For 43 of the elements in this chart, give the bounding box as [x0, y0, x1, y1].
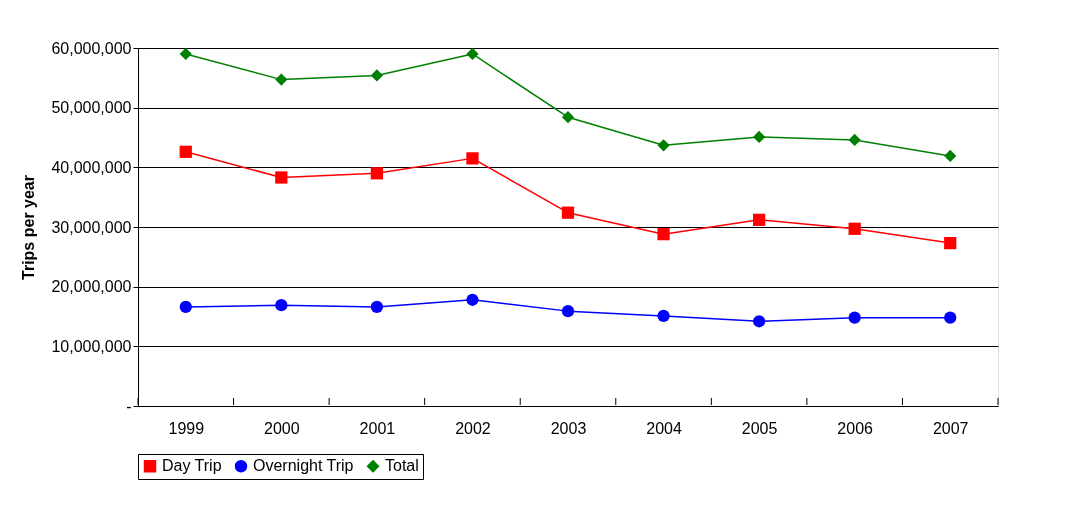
point — [370, 167, 384, 180]
x-tick-label: 2006 — [837, 419, 874, 437]
point — [944, 236, 957, 250]
point — [179, 145, 192, 158]
legend-label: Total — [385, 457, 419, 475]
point — [561, 206, 575, 219]
point — [752, 130, 766, 144]
point — [752, 213, 766, 226]
point — [370, 300, 384, 314]
x-tick-label: 2001 — [359, 419, 396, 437]
y-tick-label: 10,000,000 — [51, 337, 132, 355]
legend-label: Day Trip — [162, 457, 222, 475]
point — [848, 133, 861, 147]
point — [848, 222, 861, 235]
x-tick-label: 2000 — [264, 419, 300, 437]
x-tick-label: 1999 — [168, 419, 205, 437]
point — [657, 228, 670, 241]
point — [179, 300, 192, 314]
point — [370, 69, 384, 82]
x-tick-label: 2007 — [932, 419, 969, 437]
y-tick-label: 30,000,000 — [51, 218, 132, 236]
point — [561, 305, 575, 318]
y-tick-label: 60,000,000 — [51, 39, 132, 57]
x-tick-label: 2003 — [550, 419, 587, 437]
point — [657, 309, 670, 323]
point — [466, 293, 479, 306]
point — [179, 47, 192, 61]
point — [657, 139, 670, 152]
x-tick-label: 2002 — [455, 419, 491, 437]
legend-label: Overnight Trip — [253, 457, 354, 475]
point — [944, 149, 957, 163]
x-tick-label: 2005 — [741, 419, 778, 437]
point — [275, 299, 288, 312]
y-tick-label: 20,000,000 — [51, 278, 132, 296]
point — [752, 315, 766, 328]
y-axis-title: Trips per year — [20, 175, 38, 280]
point — [561, 111, 575, 124]
y-tick-label: 40,000,000 — [51, 158, 132, 176]
y-tick-label: 50,000,000 — [51, 99, 132, 117]
point — [944, 311, 957, 324]
y-tick-label: - — [126, 397, 132, 415]
x-tick-label: 2004 — [646, 419, 682, 437]
point — [466, 47, 479, 61]
